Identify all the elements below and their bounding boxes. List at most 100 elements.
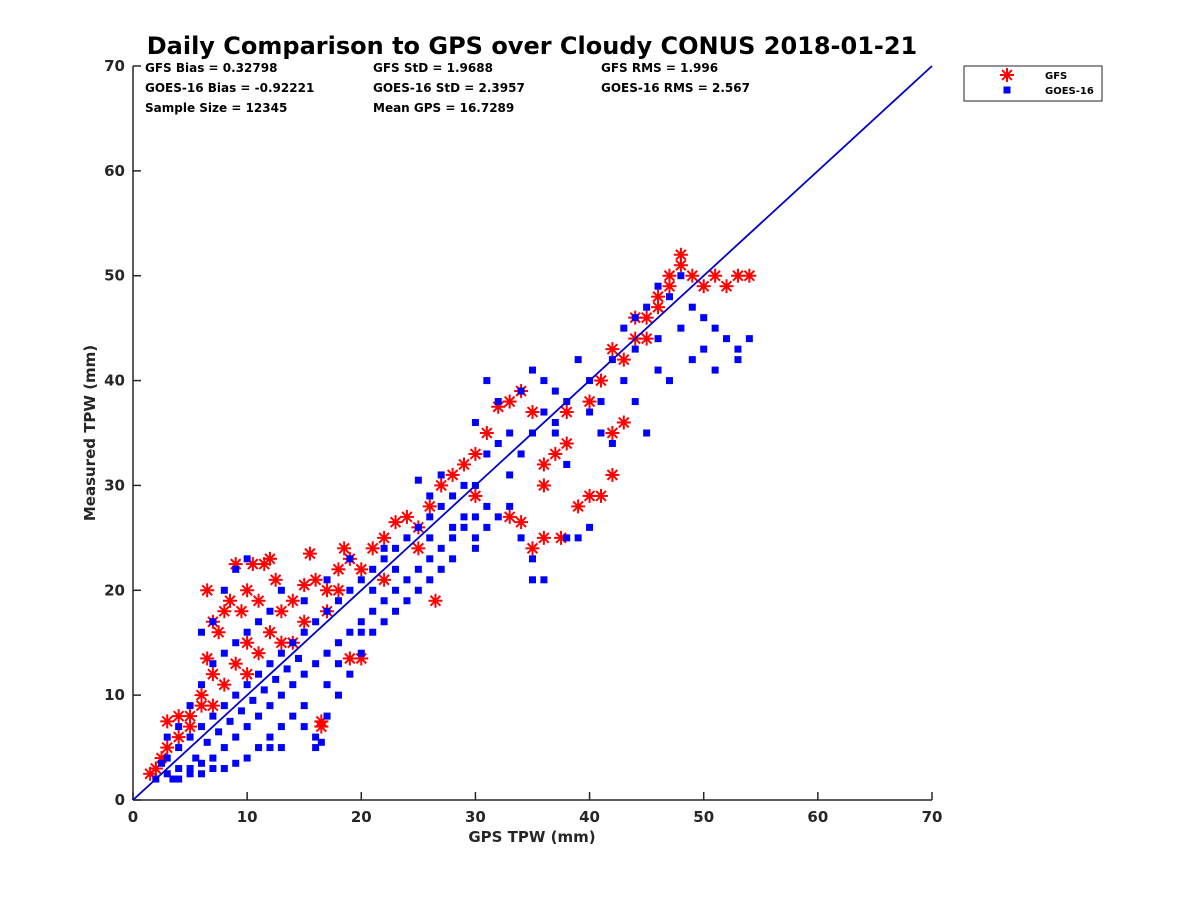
goes16-point: [220, 765, 228, 773]
goes16-point: [483, 450, 491, 458]
goes16-point: [334, 597, 342, 605]
gfs-point: [548, 446, 563, 461]
goes16-point: [243, 555, 251, 563]
gfs-point: [457, 457, 472, 472]
gfs-point: [593, 488, 608, 503]
goes16-point: [175, 723, 183, 731]
goes16-point: [220, 586, 228, 594]
x-tick-label: 70: [922, 808, 943, 826]
gfs-point: [673, 247, 688, 262]
goes16-point: [392, 607, 400, 615]
gfs-point: [320, 583, 335, 598]
goes16-point: [260, 686, 268, 694]
goes16-point: [700, 314, 708, 322]
goes16-point: [586, 408, 594, 416]
goes16-point: [163, 754, 171, 762]
goes16-point: [255, 670, 263, 678]
goes16-point: [723, 335, 731, 343]
gfs-point: [285, 593, 300, 608]
legend-goes16-square: [1003, 86, 1011, 94]
goes16-point: [300, 702, 308, 710]
legend-goes16-label: GOES-16: [1045, 86, 1094, 97]
goes16-point: [255, 744, 263, 752]
gfs-point: [536, 530, 551, 545]
goes16-point: [700, 345, 708, 353]
goes16-point: [551, 387, 559, 395]
goes16-point: [506, 429, 514, 437]
goes16-point: [460, 513, 468, 521]
goes16-point: [232, 639, 240, 647]
goes16-point: [232, 565, 240, 573]
gfs-point: [685, 268, 700, 283]
goes16-point: [563, 460, 571, 468]
goes16-point: [517, 450, 525, 458]
gfs-point: [377, 530, 392, 545]
goes16-point: [403, 597, 411, 605]
goes16-point: [449, 492, 457, 500]
goes16-point: [540, 576, 548, 584]
gfs-point: [525, 541, 540, 556]
goes16-point: [220, 702, 228, 710]
goes16-point: [745, 335, 753, 343]
goes16-point: [209, 618, 217, 626]
goes16-point: [392, 565, 400, 573]
goes16-point: [494, 513, 502, 521]
y-tick-label: 50: [104, 267, 125, 285]
gfs-point: [605, 467, 620, 482]
series-gfs: [143, 247, 757, 781]
goes16-point: [312, 618, 320, 626]
goes16-point: [597, 398, 605, 406]
goes16-point: [460, 523, 468, 531]
goes16-point: [403, 576, 411, 584]
gfs-point: [217, 677, 232, 692]
goes16-point: [300, 628, 308, 636]
x-axis-label: GPS TPW (mm): [468, 828, 595, 846]
goes16-point: [272, 675, 280, 683]
gfs-point: [514, 515, 529, 530]
y-tick-label: 30: [104, 476, 125, 494]
goes16-point: [317, 738, 325, 746]
gfs-point: [742, 268, 757, 283]
goes16-point: [197, 628, 205, 636]
goes16-point: [357, 649, 365, 657]
gfs-point: [200, 583, 215, 598]
gfs-point: [445, 467, 460, 482]
goes16-point: [517, 387, 525, 395]
gfs-point: [639, 331, 654, 346]
gfs-point: [171, 730, 186, 745]
x-tick-label: 60: [807, 808, 828, 826]
stat-gfs-std: GFS StD = 1.9688: [373, 61, 493, 75]
goes16-point: [437, 565, 445, 573]
goes16-point: [197, 681, 205, 689]
goes16-point: [551, 429, 559, 437]
goes16-point: [300, 670, 308, 678]
goes16-point: [449, 523, 457, 531]
legend-gfs-marker: [1000, 68, 1014, 82]
goes16-point: [711, 366, 719, 374]
goes16-point: [283, 665, 291, 673]
goes16-point: [403, 534, 411, 542]
goes16-point: [266, 702, 274, 710]
goes16-point: [266, 607, 274, 615]
gfs-point: [194, 688, 209, 703]
goes16-point: [277, 691, 285, 699]
goes16-point: [266, 744, 274, 752]
gfs-point: [234, 604, 249, 619]
goes16-point: [734, 345, 742, 353]
gfs-point: [651, 300, 666, 315]
gfs-point: [411, 541, 426, 556]
goes16-point: [654, 366, 662, 374]
goes16-point: [357, 618, 365, 626]
goes16-point: [243, 723, 251, 731]
goes16-point: [346, 555, 354, 563]
goes16-point: [277, 586, 285, 594]
gfs-point: [730, 268, 745, 283]
goes16-point: [437, 544, 445, 552]
goes16-point: [449, 534, 457, 542]
gfs-point: [525, 405, 540, 420]
goes16-point: [295, 654, 303, 662]
stat-gfs-rms: GFS RMS = 1.996: [601, 61, 718, 75]
stat-gfs-bias: GFS Bias = 0.32798: [145, 61, 277, 75]
goes16-point: [369, 565, 377, 573]
goes16-point: [449, 555, 457, 563]
